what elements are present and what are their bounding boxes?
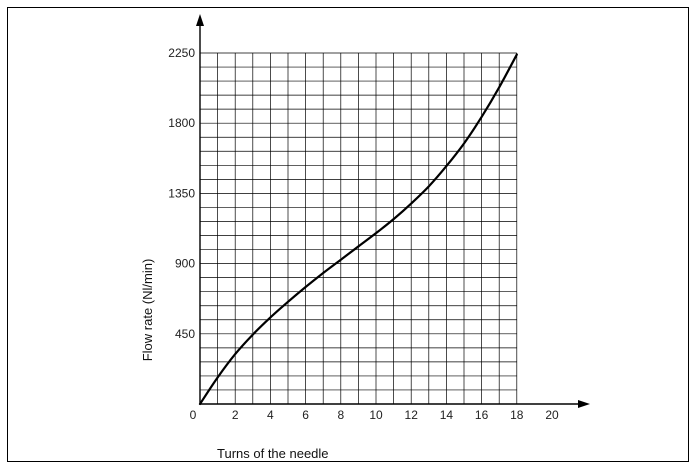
x-tick-label: 12	[405, 408, 419, 422]
y-tick-label: 1350	[168, 186, 195, 200]
y-tick-label: 1800	[168, 116, 195, 130]
x-tick-label: 4	[267, 408, 274, 422]
series-line	[198, 53, 518, 406]
x-tick-label: 6	[302, 408, 309, 422]
x-tick-label: 2	[232, 408, 239, 422]
y-tick-label: 2250	[168, 46, 195, 60]
x-tick-label: 14	[440, 408, 454, 422]
grid	[200, 52, 518, 404]
y-axis-label: Flow rate (Nl/min)	[140, 259, 155, 362]
series	[198, 53, 518, 406]
x-axis-arrow	[578, 400, 590, 408]
y-tick-label: 900	[175, 257, 195, 271]
x-tick-label: 8	[337, 408, 344, 422]
chart-frame	[7, 7, 689, 462]
x-tick-label: 20	[545, 408, 559, 422]
x-axis-label: Turns of the needle	[217, 446, 329, 461]
y-tick-label: 450	[175, 327, 195, 341]
x-tick-label: 18	[510, 408, 524, 422]
x-tick-label: 16	[475, 408, 489, 422]
x-tick-label: 10	[369, 408, 383, 422]
tick-labels: 0 2 4 6 8 10 12 14 16 18 20 450 900 1350 1800 2250	[168, 46, 559, 422]
y-axis-arrow	[196, 14, 204, 26]
axes	[196, 14, 590, 408]
x-tick-label: 0	[190, 408, 197, 422]
